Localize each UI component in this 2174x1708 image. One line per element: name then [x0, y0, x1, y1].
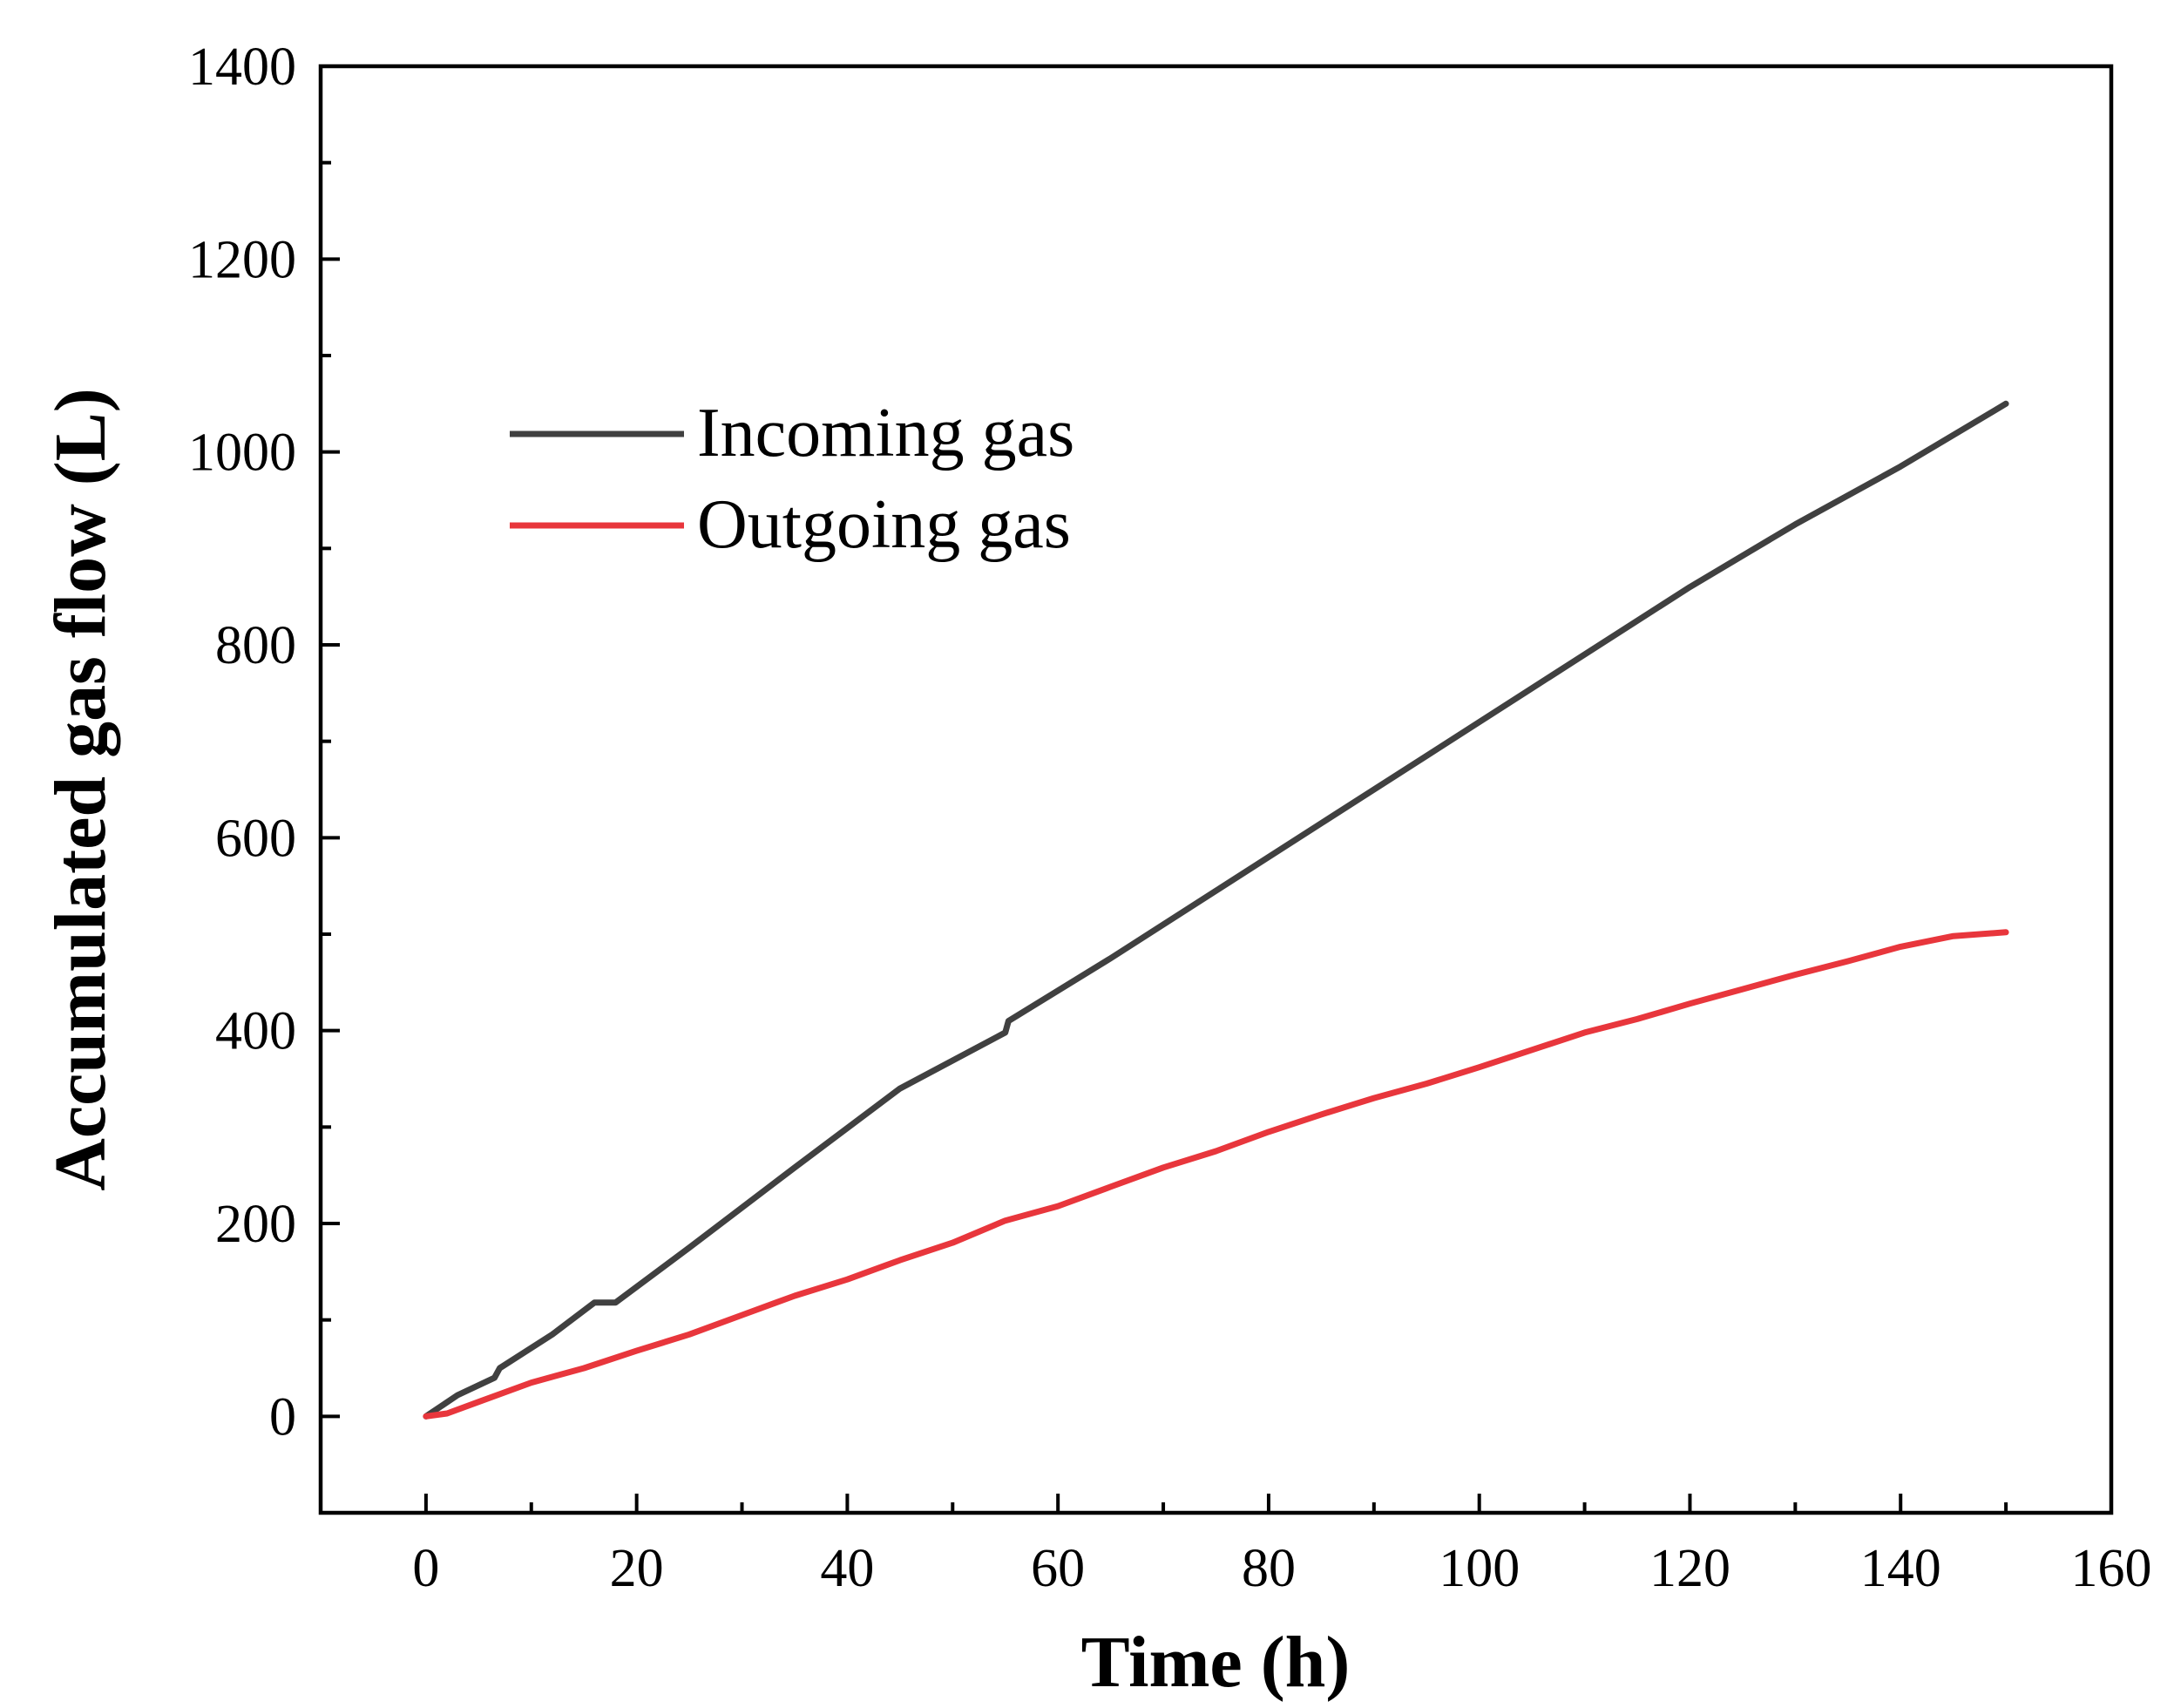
x-tick-label-80: 80 [1242, 1539, 1296, 1598]
x-tick-label-0: 0 [412, 1539, 439, 1598]
x-tick-label-140: 140 [1860, 1539, 1941, 1598]
x-tick-label-160: 160 [2071, 1539, 2152, 1598]
y-tick-label-400: 400 [215, 1002, 296, 1061]
y-tick-label-1200: 1200 [188, 230, 296, 289]
series-line-outgoing-gas [423, 929, 2009, 1420]
x-tick-label-120: 120 [1649, 1539, 1730, 1598]
y-axis-ticks: 0 200 400 600 800 1000 1200 1400 [188, 37, 340, 1515]
legend: Incoming gas Outgoing gas [510, 395, 1074, 563]
y-axis-title: Accumulated gas flow (L) [40, 388, 121, 1191]
y-tick-label-0: 0 [269, 1387, 296, 1447]
legend-label-incoming: Incoming gas [697, 395, 1074, 471]
y-tick-label-600: 600 [215, 809, 296, 868]
y-tick-label-1000: 1000 [188, 424, 296, 483]
y-tick-label-800: 800 [215, 616, 296, 675]
x-tick-label-20: 20 [610, 1539, 664, 1598]
series-line-incoming-gas [423, 400, 2009, 1420]
y-tick-label-200: 200 [215, 1195, 296, 1254]
plot-frame [318, 64, 2114, 1515]
x-tick-label-100: 100 [1439, 1539, 1520, 1598]
x-tick-label-40: 40 [820, 1539, 874, 1598]
y-tick-label-1400: 1400 [188, 37, 296, 97]
x-axis-ticks: 0 20 40 60 80 100 120 140 160 [319, 1494, 2152, 1598]
legend-label-outgoing: Outgoing gas [697, 486, 1071, 563]
series-layer [423, 400, 2009, 1420]
x-tick-label-60: 60 [1031, 1539, 1085, 1598]
x-axis-title: Time (h) [1081, 1622, 1351, 1703]
